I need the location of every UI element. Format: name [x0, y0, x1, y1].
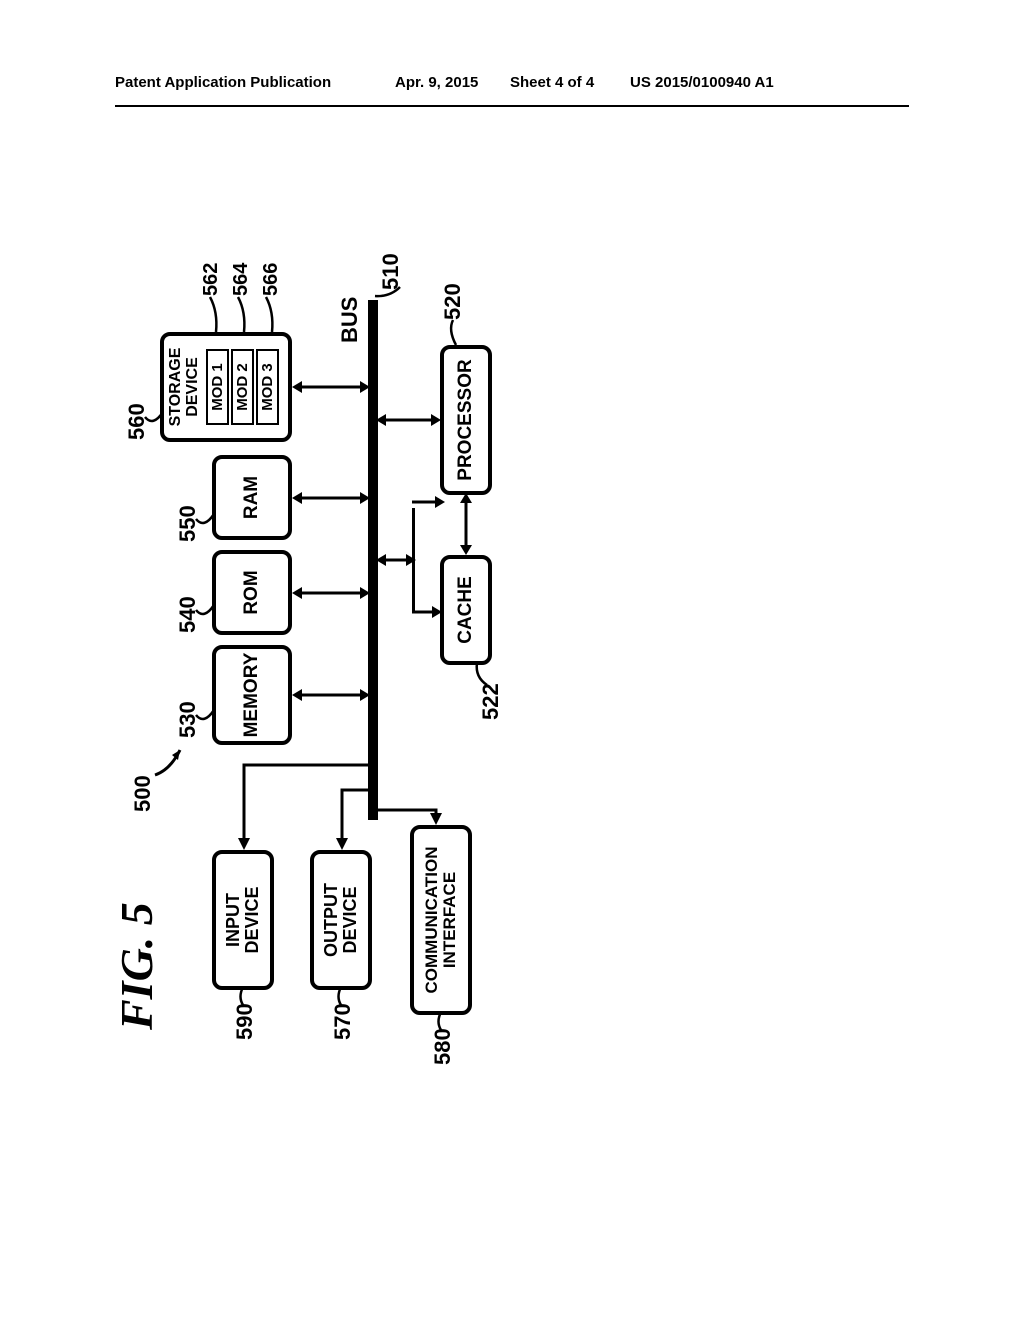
header-pub: US 2015/0100940 A1 — [630, 74, 774, 91]
output-text-2: DEVICE — [340, 886, 360, 953]
input-text-2: DEVICE — [242, 886, 262, 953]
lead-566 — [266, 297, 278, 332]
rom-box: ROM — [212, 550, 292, 635]
lead-562 — [210, 297, 222, 332]
lead-570 — [336, 987, 348, 1005]
lead-500 — [150, 740, 190, 780]
comm-text-1: COMMUNICATION — [422, 847, 441, 994]
memory-box: MEMORY — [212, 645, 292, 745]
label-562: 562 — [200, 263, 223, 296]
header-rule — [115, 105, 909, 107]
arrow-bus-output — [332, 780, 382, 850]
label-566: 566 — [260, 263, 283, 296]
arrow-cache-processor — [456, 493, 476, 555]
memory-text: MEMORY — [241, 653, 263, 738]
label-570: 570 — [330, 1003, 356, 1040]
arrow-bus-comm — [376, 795, 446, 825]
processor-box: PROCESSOR — [440, 345, 492, 495]
storage-text-2: DEVICE — [184, 357, 201, 417]
label-590: 590 — [232, 1003, 258, 1040]
ram-text: RAM — [241, 476, 263, 519]
cache-box: CACHE — [440, 555, 492, 665]
mod-2-box: MOD 2 — [231, 349, 254, 425]
label-522: 522 — [478, 683, 504, 720]
header-left: Patent Application Publication — [115, 74, 331, 91]
comm-text-2: INTERFACE — [440, 872, 459, 968]
storage-box: STORAGE DEVICE MOD 1 MOD 2 MOD 3 — [160, 332, 292, 442]
mod-3-box: MOD 3 — [256, 349, 279, 425]
input-device-box: INPUT DEVICE — [212, 850, 274, 990]
processor-text: PROCESSOR — [455, 359, 477, 480]
arrow-bus-cache-drop — [376, 550, 416, 570]
lead-564 — [238, 297, 250, 332]
header-sheet: Sheet 4 of 4 — [510, 74, 594, 91]
output-text-1: OUTPUT — [321, 883, 341, 957]
label-564: 564 — [230, 263, 253, 296]
arrow-drop-cache — [412, 602, 442, 622]
arrow-rom-bus — [292, 583, 370, 603]
lead-510 — [375, 284, 400, 299]
arrow-ram-bus — [292, 488, 370, 508]
figure-title: FIG. 5 — [110, 902, 163, 1030]
label-520: 520 — [440, 283, 466, 320]
arrow-storage-bus — [292, 377, 370, 397]
cache-text: CACHE — [455, 576, 477, 644]
lead-522 — [475, 663, 490, 685]
bus-label-text: BUS — [337, 297, 363, 343]
arrow-memory-bus — [292, 685, 370, 705]
ram-box: RAM — [212, 455, 292, 540]
mod-1-box: MOD 1 — [206, 349, 229, 425]
output-device-box: OUTPUT DEVICE — [310, 850, 372, 990]
label-580: 580 — [430, 1028, 456, 1065]
arrow-drop-proc-side — [405, 492, 445, 512]
lead-520 — [448, 320, 460, 345]
lead-580 — [436, 1012, 448, 1030]
storage-text-1: STORAGE — [167, 348, 184, 427]
cache-hline — [412, 508, 415, 612]
label-system: 500 — [130, 775, 156, 812]
header-date: Apr. 9, 2015 — [395, 74, 478, 91]
rom-text: ROM — [241, 570, 263, 614]
arrow-bus-processor — [376, 410, 441, 430]
lead-590 — [238, 987, 250, 1005]
figure-5: FIG. 5 500 530 540 550 560 MEMORY ROM RA… — [120, 290, 900, 1010]
comm-interface-box: COMMUNICATION INTERFACE — [410, 825, 472, 1015]
input-text-1: INPUT — [223, 893, 243, 947]
